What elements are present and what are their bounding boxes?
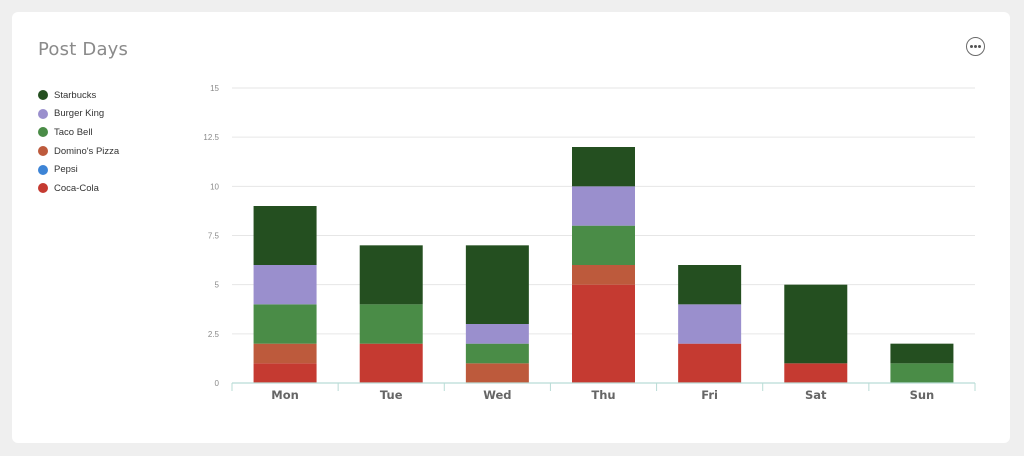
bar-segment[interactable] (465, 343, 529, 364)
more-options-button[interactable] (966, 37, 985, 56)
bar-segment[interactable] (572, 147, 635, 187)
bar-segment[interactable] (253, 304, 317, 344)
legend-label: Starbucks (54, 89, 97, 101)
x-category-label: Wed (483, 388, 511, 402)
x-category-label: Mon (271, 388, 299, 402)
legend-label: Coca-Cola (54, 182, 99, 194)
bar-segment[interactable] (359, 304, 423, 344)
legend-label: Domino's Pizza (54, 145, 120, 157)
legend-label: Taco Bell (54, 126, 93, 138)
chart-legend: Starbucks Burger King Taco Bell Domino's Pi… (38, 86, 119, 198)
bar-segment[interactable] (572, 284, 635, 383)
y-tick-label: 5 (215, 281, 220, 290)
bar-segment[interactable] (890, 343, 954, 364)
bar-segment[interactable] (465, 245, 529, 324)
legend-item[interactable]: Coca-Cola (38, 179, 119, 198)
y-tick-label: 15 (210, 84, 219, 93)
legend-label: Burger King (54, 108, 105, 120)
legend-item[interactable]: Pepsi (38, 160, 119, 179)
legend-item[interactable]: Burger King (38, 105, 119, 124)
more-horizontal-circle-icon (970, 45, 981, 48)
bar-segment[interactable] (253, 265, 317, 305)
x-category-label: Fri (701, 388, 718, 402)
bar-segment[interactable] (253, 363, 317, 383)
x-category-label: Sun (910, 388, 935, 402)
bar-segment[interactable] (784, 363, 848, 383)
bar-segment[interactable] (572, 265, 635, 285)
y-tick-label: 2.5 (208, 330, 220, 339)
legend-item[interactable]: Taco Bell (38, 123, 119, 142)
legend-item[interactable]: Starbucks (38, 86, 119, 105)
legend-swatch (38, 127, 48, 138)
bar-segment[interactable] (678, 304, 742, 344)
bar-segment[interactable] (572, 225, 635, 265)
y-tick-label: 7.5 (208, 232, 220, 241)
x-category-label: Tue (380, 388, 403, 402)
bar-segment[interactable] (678, 265, 742, 305)
y-tick-label: 12.5 (203, 133, 219, 142)
card-title: Post Days (38, 39, 129, 60)
y-tick-label: 10 (210, 182, 219, 191)
legend-item[interactable]: Domino's Pizza (38, 142, 119, 161)
bar-segment[interactable] (253, 343, 317, 364)
x-category-label: Thu (591, 388, 615, 402)
legend-swatch (38, 164, 48, 175)
legend-swatch (38, 90, 48, 101)
y-tick-label: 0 (215, 379, 220, 388)
bar-segment[interactable] (572, 186, 635, 226)
bar-segment[interactable] (253, 206, 317, 265)
bar-segment[interactable] (678, 343, 742, 383)
bar-segment[interactable] (784, 284, 848, 364)
legend-label: Pepsi (54, 164, 78, 176)
bar-segment[interactable] (359, 245, 423, 305)
bar-segment[interactable] (890, 363, 954, 383)
bar-segment[interactable] (465, 363, 529, 383)
bar-segment[interactable] (465, 324, 529, 344)
legend-swatch (38, 183, 48, 194)
bar-segment[interactable] (359, 343, 423, 383)
legend-swatch (38, 108, 48, 119)
x-category-label: Sat (805, 388, 827, 402)
legend-swatch (38, 146, 48, 157)
